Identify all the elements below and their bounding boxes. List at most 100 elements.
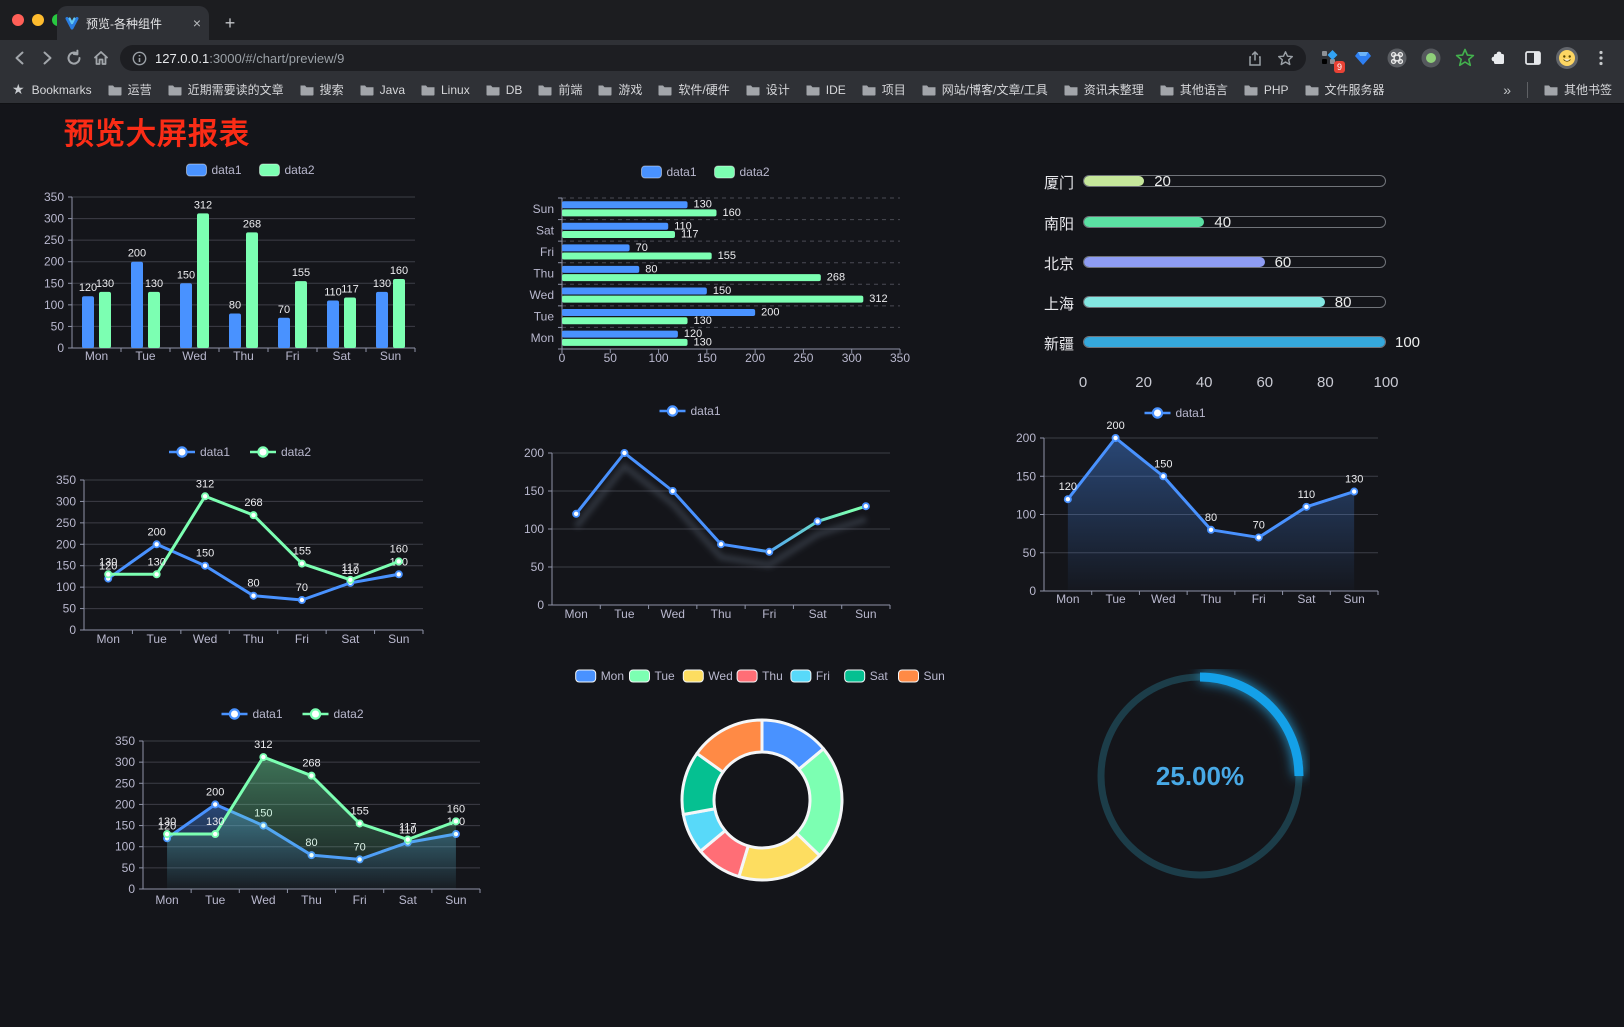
extension-grid-icon[interactable]: 9 bbox=[1316, 45, 1345, 73]
svg-text:312: 312 bbox=[869, 293, 887, 305]
svg-text:50: 50 bbox=[604, 351, 618, 365]
svg-text:Thu: Thu bbox=[233, 349, 254, 363]
profile-avatar[interactable] bbox=[1554, 45, 1580, 71]
bookmark-star-icon[interactable] bbox=[1277, 50, 1294, 67]
chart-area-two-series[interactable]: data1 data2 0 50 100 150 200 250 300 350 Mon Tue Wed… bbox=[103, 689, 488, 929]
bookmarks-manager[interactable]: ★ Bookmarks bbox=[12, 81, 92, 98]
home-button[interactable] bbox=[87, 45, 114, 72]
bookmark-folder[interactable]: 前端 bbox=[538, 81, 582, 98]
svg-text:300: 300 bbox=[56, 494, 76, 508]
svg-text:120: 120 bbox=[79, 282, 97, 294]
bookmark-folder-label: DB bbox=[505, 82, 523, 97]
tab-close-icon[interactable]: × bbox=[192, 15, 201, 31]
bookmark-folder[interactable]: 游戏 bbox=[598, 81, 642, 98]
folder-icon bbox=[486, 85, 500, 95]
svg-text:Fri: Fri bbox=[816, 669, 830, 683]
svg-text:117: 117 bbox=[399, 822, 417, 834]
bookmark-folder-label: 项目 bbox=[881, 83, 906, 97]
svg-text:50: 50 bbox=[122, 861, 136, 875]
svg-text:160: 160 bbox=[723, 207, 741, 219]
svg-text:155: 155 bbox=[292, 267, 310, 279]
svg-text:70: 70 bbox=[636, 242, 648, 254]
svg-text:Wed: Wed bbox=[530, 288, 554, 302]
bookmark-folder[interactable]: 软件/硬件 bbox=[658, 81, 730, 98]
progress-value: 80 bbox=[1334, 294, 1352, 311]
address-bar[interactable]: 127.0.0.1:3000/#/chart/preview/9 bbox=[120, 45, 1306, 71]
minimize-window-button[interactable] bbox=[32, 14, 44, 26]
folder-icon bbox=[746, 85, 760, 95]
chart-horizontal-bar[interactable]: data1 data2 0 50 100 150 200 250 300 350 Sun 130 160… bbox=[500, 151, 915, 376]
progress-label: 厦门 bbox=[1043, 175, 1074, 192]
folder-icon bbox=[922, 85, 936, 95]
svg-text:Sat: Sat bbox=[399, 893, 418, 907]
reload-button[interactable] bbox=[60, 45, 87, 72]
share-icon[interactable] bbox=[1247, 50, 1263, 67]
bookmark-folder[interactable]: 网站/博客/文章/工具 bbox=[922, 81, 1048, 98]
bookmark-folder[interactable]: 搜索 bbox=[300, 81, 344, 98]
browser-tab[interactable]: 预览-各种组件 × bbox=[57, 6, 209, 40]
url-text[interactable]: 127.0.0.1:3000/#/chart/preview/9 bbox=[155, 51, 344, 66]
extension-record-icon[interactable] bbox=[1418, 45, 1444, 71]
close-window-button[interactable] bbox=[12, 14, 24, 26]
svg-text:Sat: Sat bbox=[536, 223, 555, 237]
bookmarks-separator bbox=[1526, 81, 1528, 98]
other-bookmarks-folder[interactable]: 其他书签 bbox=[1544, 81, 1612, 98]
svg-text:100: 100 bbox=[524, 522, 544, 536]
chart-gauge[interactable]: 25.00% bbox=[1090, 669, 1310, 889]
svg-text:0: 0 bbox=[1029, 584, 1036, 598]
bookmark-folder[interactable]: 资讯未整理 bbox=[1064, 81, 1144, 98]
svg-text:Wed: Wed bbox=[251, 893, 275, 907]
chart-line-gradient[interactable]: data1 0 50 100 150 200 Mon Tue Wed Thu Fri Sat Sun bbox=[488, 397, 898, 637]
new-tab-button[interactable]: + bbox=[224, 12, 236, 33]
bookmark-folder[interactable]: 其他语言 bbox=[1160, 81, 1228, 98]
svg-text:300: 300 bbox=[44, 212, 64, 226]
bookmark-folder[interactable]: 运营 bbox=[108, 81, 152, 98]
bookmark-folder[interactable]: 项目 bbox=[862, 81, 906, 98]
extension-command-icon[interactable] bbox=[1384, 45, 1410, 71]
chart-grouped-bar[interactable]: data1 data2 0 50 100 150 200 250 300 350 Mon Tue Wed… bbox=[40, 147, 465, 377]
bookmark-folder[interactable]: Java bbox=[360, 83, 405, 97]
svg-text:Thu: Thu bbox=[711, 607, 732, 621]
extensions-puzzle-icon[interactable] bbox=[1486, 45, 1512, 71]
svg-text:312: 312 bbox=[194, 199, 212, 211]
side-panel-icon[interactable] bbox=[1520, 45, 1546, 71]
bookmarks-overflow-chevron[interactable]: » bbox=[1503, 81, 1511, 98]
svg-text:data1: data1 bbox=[253, 707, 283, 721]
svg-text:200: 200 bbox=[206, 786, 224, 798]
forward-button[interactable] bbox=[33, 45, 60, 72]
svg-text:Sun: Sun bbox=[388, 632, 409, 646]
chart-area-single[interactable]: data1 0 50 100 150 200 Mon Tue Wed Thu Fri Sat Sun 12… bbox=[968, 385, 1388, 625]
bookmark-folder[interactable]: 设计 bbox=[746, 81, 790, 98]
svg-text:150: 150 bbox=[44, 276, 64, 290]
back-button[interactable] bbox=[6, 45, 33, 72]
bookmark-folder[interactable]: IDE bbox=[806, 83, 846, 97]
bookmark-folder[interactable]: 文件服务器 bbox=[1305, 81, 1385, 98]
site-info-icon[interactable] bbox=[132, 51, 147, 66]
svg-text:Sat: Sat bbox=[1297, 592, 1316, 606]
svg-text:200: 200 bbox=[56, 537, 76, 551]
bookmark-folder[interactable]: 近期需要读的文章 bbox=[168, 81, 284, 98]
extension-green-star-icon[interactable] bbox=[1452, 45, 1478, 71]
bookmark-folder-label: 游戏 bbox=[618, 83, 643, 97]
bookmark-folder[interactable]: PHP bbox=[1244, 83, 1289, 97]
svg-text:100: 100 bbox=[649, 351, 669, 365]
chart-line-two-series[interactable]: data1 data2 0 50 100 150 200 250 300 350 Mon Tue Wed… bbox=[38, 424, 448, 664]
browser-menu-icon[interactable] bbox=[1588, 45, 1614, 71]
bookmark-folder[interactable]: Linux bbox=[421, 83, 470, 97]
svg-text:150: 150 bbox=[697, 351, 717, 365]
svg-text:data1: data1 bbox=[1176, 406, 1206, 420]
extension-gem-icon[interactable] bbox=[1350, 45, 1376, 71]
svg-text:130: 130 bbox=[96, 278, 114, 290]
svg-text:data2: data2 bbox=[285, 163, 315, 177]
svg-text:150: 150 bbox=[1154, 458, 1172, 470]
svg-text:130: 130 bbox=[99, 556, 117, 568]
folder-icon bbox=[108, 85, 122, 95]
chart-city-progress[interactable]: 厦门 20 南阳 40 北京 60 上海 80 新疆 100 0 20 40 60 80 100 bbox=[1020, 159, 1440, 399]
chart-donut[interactable]: Mon Tue Wed Thu Fri Sat Sun bbox=[560, 659, 960, 894]
svg-text:150: 150 bbox=[1016, 469, 1036, 483]
progress-value: 100 bbox=[1395, 334, 1421, 351]
svg-text:Fri: Fri bbox=[286, 349, 300, 363]
bookmark-folder[interactable]: DB bbox=[486, 82, 523, 97]
svg-text:data1: data1 bbox=[667, 165, 697, 179]
svg-text:Fri: Fri bbox=[353, 893, 367, 907]
